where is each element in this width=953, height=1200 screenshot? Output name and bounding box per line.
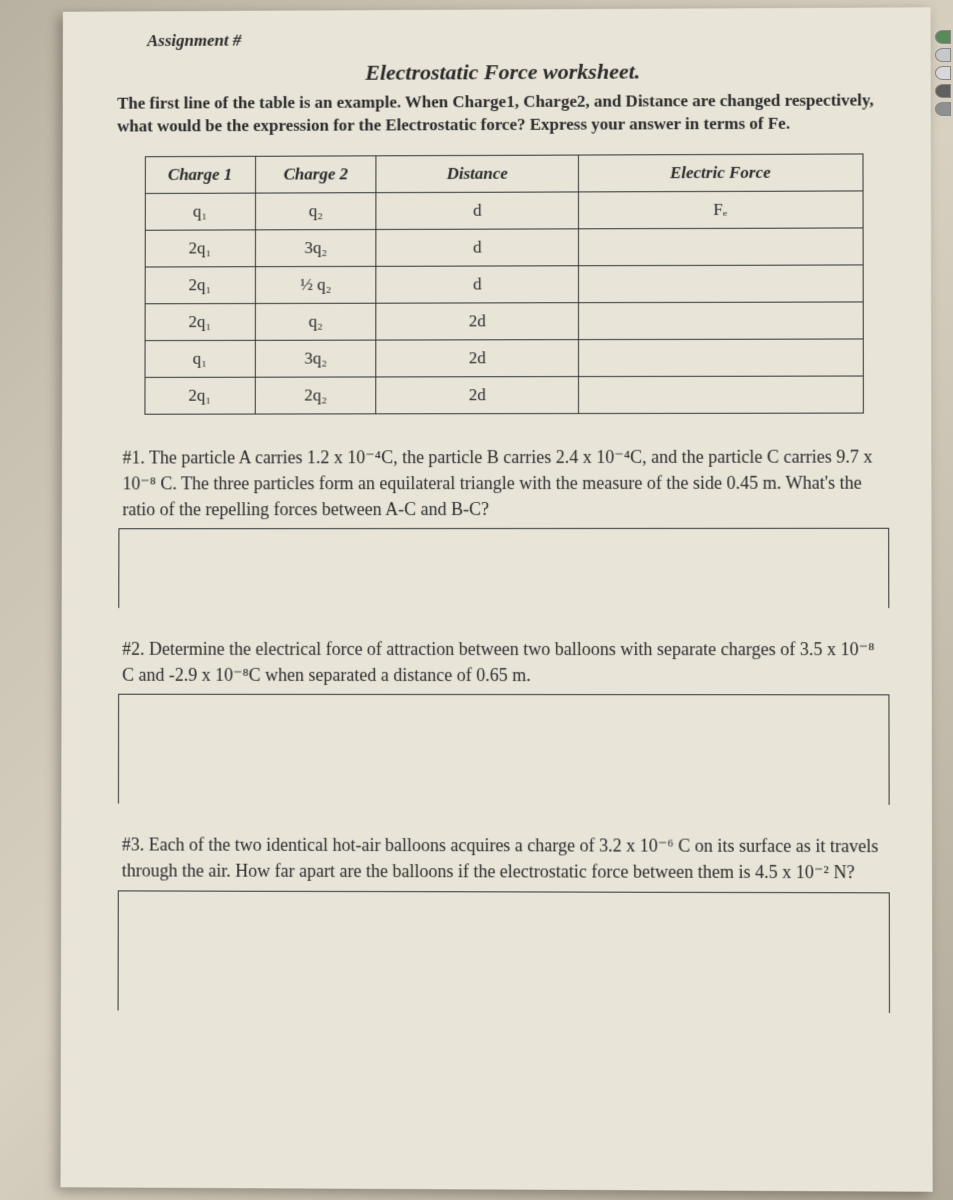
cell-c2: 3q₂ (255, 340, 376, 377)
header-force: Electric Force (578, 154, 862, 192)
cell-c1: 2q₁ (145, 230, 256, 267)
cell-c1: 2q₁ (144, 377, 255, 414)
cell-dist: 2d (376, 376, 578, 413)
cell-force (578, 376, 862, 414)
table-row: 2q₁ 2q₂ 2d (144, 376, 862, 414)
table-row: 2q₁ ½ q₂ d (145, 265, 863, 304)
table-row: q₁ 3q₂ 2d (145, 339, 863, 377)
cell-c2: 3q₂ (255, 229, 376, 266)
cell-c1: q₁ (145, 193, 256, 230)
force-table: Charge 1 Charge 2 Distance Electric Forc… (144, 153, 863, 414)
table-header-row: Charge 1 Charge 2 Distance Electric Forc… (145, 154, 863, 194)
cell-dist: d (376, 229, 578, 266)
intro-text: The first line of the table is an exampl… (117, 89, 890, 138)
cell-c1: q₁ (145, 340, 256, 377)
header-distance: Distance (376, 155, 578, 193)
cell-c2: q₂ (255, 303, 376, 340)
cell-force: Fₑ (578, 191, 862, 229)
binder-tabs (935, 30, 953, 120)
cell-force (578, 265, 862, 303)
table-body: q₁ q₂ d Fₑ 2q₁ 3q₂ d 2q₁ ½ q₂ d 2q₁ q₂ 2… (144, 191, 862, 414)
cell-c1: 2q₁ (145, 267, 256, 304)
table-row: 2q₁ 3q₂ d (145, 228, 863, 267)
tab-3 (935, 66, 951, 80)
cell-c2: 2q₂ (255, 377, 376, 414)
answer-box-1 (118, 528, 889, 608)
header-charge2: Charge 2 (255, 156, 376, 193)
cell-c2: q₂ (255, 193, 376, 230)
table-row: q₁ q₂ d Fₑ (145, 191, 863, 230)
cell-c1: 2q₁ (145, 303, 256, 340)
table-row: 2q₁ q₂ 2d (145, 302, 863, 341)
cell-force (578, 228, 862, 266)
cell-dist: 2d (376, 339, 578, 376)
tab-4 (935, 84, 951, 98)
cell-c2: ½ q₂ (255, 266, 376, 303)
cell-dist: 2d (376, 303, 578, 340)
header-charge1: Charge 1 (145, 156, 256, 193)
tab-5 (935, 102, 951, 116)
worksheet-title: Electrostatic Force worksheet. (117, 57, 890, 86)
worksheet-page: Assignment # Electrostatic Force workshe… (61, 7, 933, 1191)
question-1: #1. The particle A carries 1.2 x 10⁻⁴C, … (116, 443, 891, 522)
answer-box-2 (118, 694, 890, 805)
question-2: #2. Determine the electrical force of at… (116, 636, 891, 689)
cell-force (578, 339, 862, 377)
cell-dist: d (376, 192, 578, 230)
question-3: #3. Each of the two identical hot-air ba… (116, 832, 892, 886)
assignment-number: Assignment # (147, 27, 890, 51)
tab-1 (935, 30, 951, 44)
cell-dist: d (376, 266, 578, 303)
answer-box-3 (118, 890, 890, 1013)
cell-force (578, 302, 862, 340)
tab-2 (935, 48, 951, 62)
